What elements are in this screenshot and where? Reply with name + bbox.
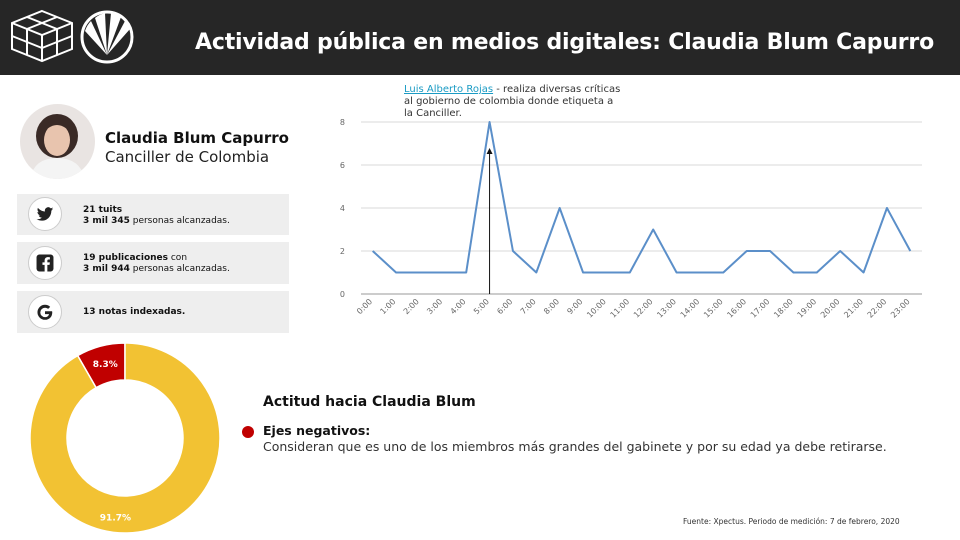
donut-slice [29,342,221,534]
x-tick-label: 4:00 [449,297,468,316]
x-tick-label: 19:00 [796,297,819,320]
annotation-link[interactable]: Luis Alberto Rojas [404,84,494,95]
x-tick-label: 18:00 [772,297,795,320]
twitter-stat-card: 21 tuits 3 mil 345 personas alcanzadas. [17,194,289,235]
y-tick-label: 4 [340,204,345,213]
x-tick-label: 6:00 [495,297,514,316]
x-tick-label: 12:00 [632,297,655,320]
google-count: 13 notas indexadas. [83,307,186,317]
google-stat-card: 13 notas indexadas. [17,291,289,333]
x-tick-label: 23:00 [889,297,912,320]
x-tick-label: 13:00 [655,297,678,320]
x-tick-label: 2:00 [402,297,421,316]
x-tick-label: 1:00 [378,297,397,316]
x-tick-label: 20:00 [819,297,842,320]
google-icon [28,295,62,329]
source-note: Fuente: Xpectus. Periodo de medición: 7 … [683,517,900,526]
donut-slice-label: 91.7% [100,513,131,523]
series-line [372,121,912,274]
attitude-title: Actitud hacia Claudia Blum [263,394,476,410]
sentiment-donut-chart: 8.3% 91.7% [29,342,221,534]
y-tick-label: 6 [340,161,345,170]
annotation-text: - realiza diversas críticas al gobierno … [404,84,621,119]
x-tick-label: 22:00 [866,297,889,320]
twitter-count: 21 tuits [83,205,123,215]
x-tick-label: 17:00 [749,297,772,320]
x-tick-label: 8:00 [542,297,561,316]
negative-label: Ejes negativos: [263,423,371,438]
facebook-icon [28,246,62,280]
facebook-count-rest: con [168,253,188,263]
x-tick-label: 3:00 [425,297,444,316]
y-tick-label: 8 [340,118,345,127]
twitter-reach-label: personas alcanzadas. [129,216,230,226]
hourly-activity-line-chart: 0 2 4 6 8 0:00 1:00 2:00 3:00 4:00 5:00 6:00 7:00 8:0… [330,108,930,336]
donut-slice-label: 8.3% [93,360,118,370]
x-tick-label: 16:00 [725,297,748,320]
page-title: Actividad pública en medios digitales: C… [195,30,934,55]
x-tick-label: 5:00 [472,297,491,316]
fan-logo-icon [80,10,134,64]
cube-logo-icon [11,9,73,63]
y-tick-label: 0 [340,290,345,299]
chart-annotation: Luis Alberto Rojas - realiza diversas cr… [404,84,624,120]
profile-name: Claudia Blum Capurro [105,129,289,147]
x-tick-label: 21:00 [842,297,865,320]
facebook-reach-label: personas alcanzadas. [129,264,230,274]
x-tick-label: 15:00 [702,297,725,320]
facebook-reach: 3 mil 944 [83,264,130,274]
twitter-reach: 3 mil 345 [83,216,130,226]
annotation-arrowhead [486,148,493,154]
facebook-stat-card: 19 publicaciones con 3 mil 944 personas … [17,242,289,284]
x-tick-label: 7:00 [519,297,538,316]
profile-role: Canciller de Colombia [105,148,270,166]
header-bar: Actividad pública en medios digitales: C… [0,0,960,75]
twitter-icon [28,197,62,231]
x-tick-label: 9:00 [565,297,584,316]
x-tick-label: 11:00 [609,297,632,320]
avatar [20,104,95,179]
x-tick-label: 10:00 [585,297,608,320]
facebook-count: 19 publicaciones [83,253,168,263]
negative-dot-icon [242,426,254,438]
x-tick-label: 14:00 [679,297,702,320]
y-tick-label: 2 [340,247,345,256]
x-tick-label: 0:00 [355,297,374,316]
negative-description: Consideran que es uno de los miembros má… [263,439,887,454]
